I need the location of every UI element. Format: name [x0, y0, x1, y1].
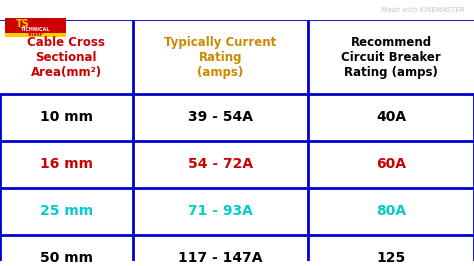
Text: 60A: 60A — [376, 157, 406, 172]
Text: 117 - 147A: 117 - 147A — [178, 251, 263, 265]
Bar — [0, 21, 474, 94]
Text: 54 - 72A: 54 - 72A — [188, 157, 253, 172]
Text: TS: TS — [16, 19, 30, 29]
Text: Recommend
Circuit Breaker
Rating (amps): Recommend Circuit Breaker Rating (amps) — [341, 36, 441, 79]
Text: 40A: 40A — [376, 110, 406, 124]
Text: 80A: 80A — [376, 205, 406, 218]
Text: 50 mm: 50 mm — [40, 251, 93, 265]
Text: Typically Current
Rating
(amps): Typically Current Rating (amps) — [164, 36, 276, 79]
Text: SHARP: SHARP — [28, 33, 43, 37]
Text: 71 - 93A: 71 - 93A — [188, 205, 253, 218]
Text: 125: 125 — [376, 251, 406, 265]
Text: 25 mm: 25 mm — [40, 205, 93, 218]
Text: 10 mm: 10 mm — [40, 110, 93, 124]
Text: TİCHNICAL: TİCHNICAL — [21, 27, 50, 32]
Text: Cable Cross
Sectional
Area(mm²): Cable Cross Sectional Area(mm²) — [27, 36, 105, 79]
Text: Made with KINEMASTER: Made with KINEMASTER — [381, 7, 465, 14]
Text: 39 - 54A: 39 - 54A — [188, 110, 253, 124]
Text: 16 mm: 16 mm — [40, 157, 93, 172]
Bar — [5, 33, 66, 36]
Bar — [5, 18, 66, 36]
